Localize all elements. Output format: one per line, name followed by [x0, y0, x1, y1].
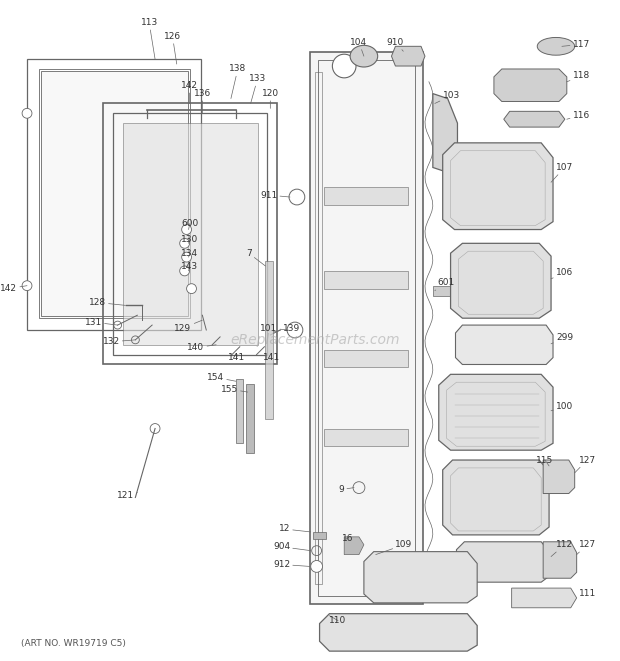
Bar [310, 52, 423, 604]
Text: 115: 115 [536, 455, 554, 466]
Polygon shape [456, 325, 553, 364]
Polygon shape [265, 261, 273, 418]
Bar [433, 286, 451, 295]
Text: 600: 600 [181, 219, 198, 229]
Ellipse shape [350, 46, 378, 67]
Text: 904: 904 [273, 542, 311, 551]
Text: 138: 138 [229, 65, 246, 98]
Polygon shape [543, 542, 577, 578]
Text: 912: 912 [273, 560, 310, 569]
Text: 12: 12 [278, 524, 311, 533]
Polygon shape [451, 243, 551, 318]
Text: 7: 7 [246, 249, 265, 266]
Circle shape [22, 281, 32, 291]
Text: 155: 155 [221, 385, 247, 393]
Text: eReplacementParts.com: eReplacementParts.com [230, 333, 399, 347]
Circle shape [182, 253, 192, 262]
Text: 143: 143 [181, 262, 198, 272]
Text: 9: 9 [339, 485, 354, 494]
Polygon shape [512, 588, 577, 607]
Text: 129: 129 [174, 320, 202, 332]
Text: 133: 133 [249, 74, 266, 104]
Polygon shape [494, 69, 567, 102]
Text: 16: 16 [342, 534, 354, 543]
Polygon shape [319, 613, 477, 651]
Text: 132: 132 [102, 337, 135, 346]
Polygon shape [504, 111, 565, 127]
Circle shape [289, 189, 305, 205]
Text: 112: 112 [551, 540, 573, 557]
Circle shape [180, 266, 190, 276]
Polygon shape [312, 532, 327, 539]
Circle shape [287, 322, 303, 338]
Polygon shape [236, 379, 243, 444]
Polygon shape [543, 460, 575, 494]
Text: (ART NO. WR19719 C5): (ART NO. WR19719 C5) [21, 639, 126, 648]
Polygon shape [344, 537, 364, 555]
Polygon shape [391, 46, 425, 66]
Text: 141: 141 [228, 353, 245, 362]
Bar [324, 271, 408, 289]
Text: 140: 140 [187, 343, 216, 352]
Text: 911: 911 [260, 190, 290, 200]
Bar [324, 350, 408, 368]
Polygon shape [456, 542, 549, 582]
Text: 118: 118 [567, 71, 590, 82]
Text: 100: 100 [551, 403, 574, 411]
Text: 121: 121 [117, 491, 138, 500]
Text: 101: 101 [260, 323, 288, 332]
Text: 139: 139 [273, 323, 300, 332]
Text: 106: 106 [551, 268, 574, 279]
Text: 113: 113 [141, 19, 157, 59]
Text: 111: 111 [578, 590, 596, 598]
Text: 141: 141 [264, 353, 280, 362]
Circle shape [311, 561, 322, 572]
Text: 109: 109 [376, 540, 413, 555]
Text: 117: 117 [562, 40, 590, 49]
Text: 110: 110 [329, 615, 347, 625]
Text: 131: 131 [85, 318, 118, 327]
Text: 126: 126 [164, 32, 181, 64]
Text: 120: 120 [262, 89, 279, 108]
Circle shape [182, 225, 192, 235]
Text: 910: 910 [387, 38, 404, 52]
Text: 601: 601 [435, 278, 455, 291]
Text: 299: 299 [551, 333, 573, 344]
Text: 136: 136 [193, 89, 211, 113]
Bar [317, 60, 415, 596]
Text: 154: 154 [207, 373, 236, 382]
Text: 127: 127 [575, 455, 596, 473]
Text: 142: 142 [0, 284, 27, 293]
Ellipse shape [538, 38, 575, 55]
Polygon shape [443, 460, 549, 535]
Text: 107: 107 [551, 163, 574, 182]
Text: 134: 134 [181, 249, 198, 258]
Polygon shape [246, 384, 254, 453]
Polygon shape [41, 71, 188, 316]
Text: 142: 142 [181, 81, 198, 104]
Bar [324, 428, 408, 446]
Polygon shape [439, 374, 553, 450]
Polygon shape [123, 123, 257, 345]
Polygon shape [364, 552, 477, 603]
Circle shape [22, 108, 32, 118]
Bar [324, 187, 408, 205]
Text: 128: 128 [89, 298, 125, 307]
Text: 104: 104 [350, 38, 368, 56]
Text: 127: 127 [577, 540, 596, 555]
Circle shape [187, 284, 197, 293]
Polygon shape [443, 143, 553, 229]
Circle shape [332, 54, 356, 78]
Text: 130: 130 [181, 235, 198, 244]
Text: 116: 116 [567, 111, 590, 120]
Polygon shape [433, 94, 458, 173]
Circle shape [180, 239, 190, 249]
Text: 103: 103 [435, 91, 460, 104]
